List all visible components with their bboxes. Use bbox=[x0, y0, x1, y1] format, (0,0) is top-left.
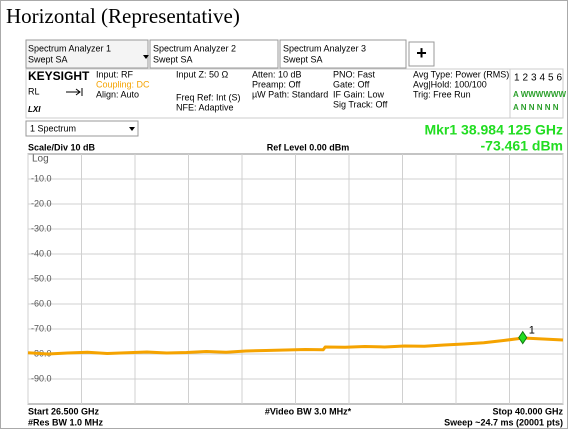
brand: KEYSIGHT bbox=[28, 69, 90, 83]
info-text: µW Path: Standard bbox=[252, 89, 328, 99]
marker-frequency: Mkr1 38.984 125 GHz bbox=[424, 122, 563, 138]
info-text: Avg Type: Power (RMS) bbox=[413, 69, 509, 79]
page-title: Horizontal (Representative) bbox=[6, 4, 240, 28]
input-icon bbox=[66, 88, 83, 96]
lxi: LXI bbox=[28, 105, 41, 114]
window-select-label: 1 Spectrum bbox=[30, 123, 76, 133]
dropdown-icon bbox=[129, 127, 135, 131]
tab-label: Spectrum Analyzer 2 bbox=[153, 43, 236, 53]
marker bbox=[518, 330, 528, 345]
info-text: Input Z: 50 Ω bbox=[176, 69, 229, 79]
info-text: NFE: Adaptive bbox=[176, 102, 234, 112]
trace-number: 6 bbox=[557, 73, 563, 84]
marker-amplitude: -73.461 dBm bbox=[481, 138, 563, 154]
start-freq: Start 26.500 GHz bbox=[28, 406, 100, 416]
tab[interactable] bbox=[149, 39, 279, 69]
info-text: Sig Track: Off bbox=[333, 99, 388, 109]
info-text: PNO: Fast bbox=[333, 69, 376, 79]
trace-row: A WWWWWW bbox=[513, 90, 566, 99]
y-tick-label: -40.0 bbox=[31, 248, 52, 258]
info-text: Preamp: Off bbox=[252, 79, 301, 89]
info-text: Gate: Off bbox=[333, 79, 370, 89]
tab[interactable] bbox=[279, 39, 407, 69]
tab-bar: Spectrum Analyzer 1 Swept SA Spectrum An… bbox=[25, 39, 435, 69]
tab[interactable] bbox=[25, 39, 149, 69]
info-text: Input: RF bbox=[96, 69, 134, 79]
trace-number: 4 bbox=[540, 73, 546, 84]
info-text: Coupling: DC bbox=[96, 79, 150, 89]
trace bbox=[27, 336, 564, 356]
info-text: Atten: 10 dB bbox=[252, 69, 302, 79]
y-tick-label: -50.0 bbox=[31, 273, 52, 283]
y-tick-label: -20.0 bbox=[31, 198, 52, 208]
trace-number: 5 bbox=[548, 73, 554, 84]
scale-type: Log bbox=[32, 154, 49, 165]
plot: -10.0-20.0-30.0-40.0-50.0-60.0-70.0-80.0… bbox=[27, 154, 564, 404]
y-tick-label: -70.0 bbox=[31, 323, 52, 333]
trace-number: 2 bbox=[523, 73, 529, 84]
info-text: IF Gain: Low bbox=[333, 89, 385, 99]
info-panel: KEYSIGHT RL LXI Input: RF Coupling: DC A… bbox=[25, 68, 566, 119]
tab-label: Swept SA bbox=[283, 54, 323, 64]
trace-row: A N N N N N bbox=[513, 103, 559, 112]
y-tick-label: -10.0 bbox=[31, 173, 52, 183]
video-bw: #Video BW 3.0 MHz* bbox=[265, 406, 352, 416]
trace-number: 1 bbox=[514, 73, 520, 84]
add-tab-label: + bbox=[416, 43, 427, 63]
res-bw: #Res BW 1.0 MHz bbox=[28, 417, 104, 427]
info-text: Freq Ref: Int (S) bbox=[176, 92, 241, 102]
dropdown-icon bbox=[143, 55, 149, 59]
rl: RL bbox=[28, 86, 40, 96]
trace-number: 3 bbox=[531, 73, 537, 84]
y-tick-label: -60.0 bbox=[31, 298, 52, 308]
sweep: Sweep ~24.7 ms (20001 pts) bbox=[444, 417, 563, 427]
ref-level: Ref Level 0.00 dBm bbox=[267, 142, 350, 152]
window-select[interactable] bbox=[25, 120, 139, 137]
stop-freq: Stop 40.000 GHz bbox=[492, 406, 563, 416]
tab-label: Swept SA bbox=[28, 54, 68, 64]
marker-label: 1 bbox=[529, 325, 535, 337]
info-text: Align: Auto bbox=[96, 89, 139, 99]
tab-label: Spectrum Analyzer 3 bbox=[283, 43, 366, 53]
tab-label: Swept SA bbox=[153, 54, 193, 64]
add-tab-button[interactable] bbox=[408, 41, 435, 67]
y-tick-label: -30.0 bbox=[31, 223, 52, 233]
info-text: Avg|Hold: 100/100 bbox=[413, 79, 487, 89]
scale-label: Scale/Div 10 dB bbox=[28, 142, 96, 152]
info-box bbox=[25, 68, 564, 119]
y-tick-label: -90.0 bbox=[31, 373, 52, 383]
tab-label: Spectrum Analyzer 1 bbox=[28, 43, 111, 53]
info-text: Trig: Free Run bbox=[413, 89, 471, 99]
